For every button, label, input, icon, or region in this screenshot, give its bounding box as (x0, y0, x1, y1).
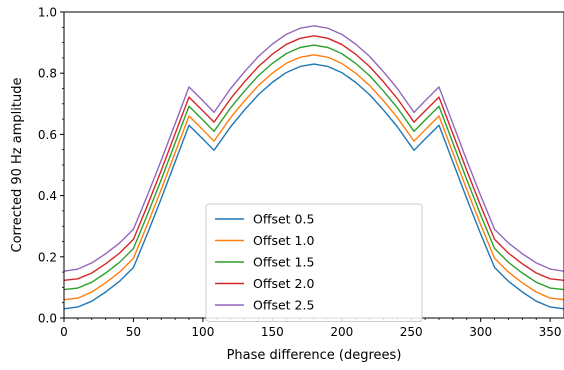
y-tick-label: 0.0 (38, 312, 57, 326)
series-line-2 (63, 54, 564, 301)
x-tick-label: 350 (539, 325, 562, 339)
legend-label: Offset 1.0 (253, 233, 314, 248)
x-tick-label: 0 (60, 325, 68, 339)
legend-label: Offset 0.5 (253, 212, 314, 227)
series-line-3 (63, 44, 564, 291)
x-tick-label: 300 (469, 325, 492, 339)
x-tick-label: 150 (261, 325, 284, 339)
legend-box (205, 203, 423, 322)
legend-label: Offset 2.0 (253, 276, 314, 291)
series-line-4 (63, 35, 564, 282)
y-tick-label: 1.0 (38, 6, 57, 20)
legend: Offset 0.5 Offset 1.0 Offset 1.5 Offset 2.0… (205, 203, 423, 322)
x-axis-ticks: 0 50 100 150 200 250 300 350 (60, 318, 562, 339)
x-tick-label: 200 (330, 325, 353, 339)
y-tick-label: 0.6 (38, 128, 57, 142)
legend-label: Offset 1.5 (253, 255, 314, 270)
series-line-5 (63, 25, 564, 272)
y-tick-label: 0.4 (38, 189, 57, 203)
series-lines (63, 25, 564, 310)
series-line-1 (63, 63, 564, 310)
y-axis-label: Corrected 90 Hz amplitude (10, 78, 25, 253)
x-tick-label: 100 (191, 325, 214, 339)
x-tick-label: 250 (400, 325, 423, 339)
x-tick-label: 50 (126, 325, 141, 339)
y-tick-label: 0.8 (38, 67, 57, 81)
y-axis-ticks: 0.0 0.2 0.4 0.6 0.8 1.0 (38, 6, 64, 326)
y-tick-label: 0.2 (38, 250, 57, 264)
legend-label: Offset 2.5 (253, 298, 314, 313)
x-axis-label: Phase difference (degrees) (227, 348, 402, 363)
